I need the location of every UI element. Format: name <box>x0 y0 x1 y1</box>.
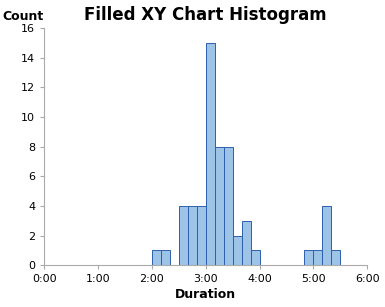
X-axis label: Duration: Duration <box>175 289 236 301</box>
Bar <box>313 251 322 265</box>
Bar <box>242 221 251 265</box>
Bar <box>152 251 161 265</box>
Bar <box>179 206 188 265</box>
Bar <box>322 206 331 265</box>
Bar <box>215 146 224 265</box>
Bar <box>233 235 242 265</box>
Title: Filled XY Chart Histogram: Filled XY Chart Histogram <box>84 6 327 24</box>
Bar <box>251 251 259 265</box>
Bar <box>305 251 313 265</box>
Bar <box>161 251 170 265</box>
Bar <box>188 206 197 265</box>
Bar <box>224 146 233 265</box>
Bar <box>331 251 340 265</box>
Bar <box>197 206 206 265</box>
Text: Count: Count <box>2 10 44 23</box>
Bar <box>206 43 215 265</box>
